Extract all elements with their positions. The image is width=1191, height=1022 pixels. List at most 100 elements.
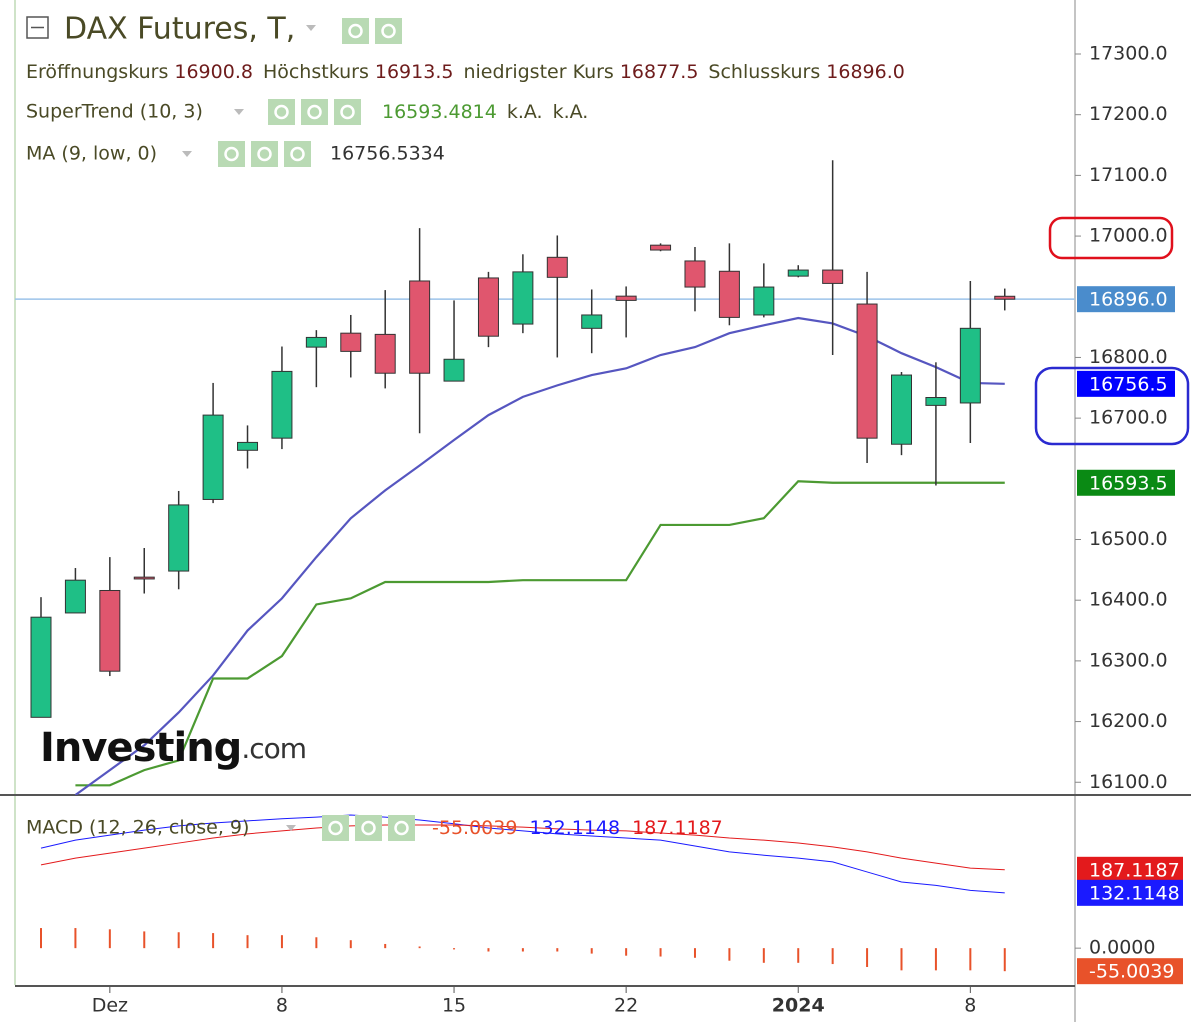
legend-value: -55.0039 [432,817,517,839]
candle-body [305,336,327,348]
histogram-bar [74,928,77,949]
candle-body [168,504,190,572]
candle-body [99,589,121,672]
candle-body [650,244,672,251]
indicator-line [74,316,1005,795]
x-tick-label: 22 [614,995,638,1017]
legend-icon[interactable] [342,18,369,44]
y-tick-label: 17000.0 [1089,225,1168,247]
y-tick-label: 16400.0 [1089,589,1168,611]
x-tick-label: 15 [442,995,466,1017]
legend-icon[interactable] [284,141,311,167]
watermark-main: Investing [40,725,241,771]
legend-icon-glyph [257,146,272,162]
histogram-bar [521,948,524,952]
legend-icon[interactable] [268,99,295,125]
candle-body [856,303,878,439]
candle-body [477,277,499,337]
candle-body [374,333,396,374]
candle-body [959,327,981,404]
histogram-bar [590,948,593,954]
legend-value: 16896.0 [826,61,905,83]
histogram-bar [797,948,800,963]
price-box-label: 16756.5 [1089,373,1168,395]
legend-value: 187.1187 [632,817,723,839]
legend-icon-glyph [348,23,363,39]
y-tick-label: 16700.0 [1089,407,1168,429]
histogram-bar [969,948,972,971]
dropdown-arrow[interactable] [234,109,244,115]
histogram-bar [659,948,662,957]
collapse-icon[interactable] [26,16,49,39]
y-tick-label: 17300.0 [1089,43,1168,65]
histogram-bar [693,948,696,958]
candle-body [409,280,431,374]
macd-line [40,814,1005,894]
histogram-bar [831,948,834,965]
histogram-bar [384,943,387,949]
histogram-bar [453,948,456,950]
ma-legend: MA (9, low, 0) [26,143,157,165]
legend-icon-glyph [307,104,322,120]
histogram-bar [625,948,628,956]
legend-icon[interactable] [334,99,361,125]
price-box [1077,286,1175,313]
legend-icon[interactable] [218,141,245,167]
y-tick-label: 16200.0 [1089,710,1168,732]
legend-value: 132.1148 [529,817,620,839]
supertrend-legend: SuperTrend (10, 3) [26,101,203,123]
legend-icon-glyph [328,820,343,836]
candle-body [30,616,52,718]
indicator-line [75,480,1005,787]
chart-title: DAX Futures, T, [64,12,295,47]
legend-label: Höchstkurs [263,61,369,83]
dropdown-arrow[interactable] [182,151,192,157]
legend-icon[interactable] [301,99,328,125]
candle-body [546,256,568,278]
value-box-label: 187.1187 [1089,859,1180,881]
y-tick-label: 0.0000 [1089,937,1155,959]
histogram-bar [900,948,903,971]
watermark: Investing.com [40,725,306,771]
candle-body [787,269,809,277]
y-tick-label: 17200.0 [1089,103,1168,125]
legend-icon-glyph [381,23,396,39]
legend-label: niedrigster Kurs [463,61,613,83]
dropdown-arrow[interactable] [306,25,316,31]
y-tick-label: 16500.0 [1089,528,1168,550]
legend-value: k.A. [507,101,543,123]
legend-icon[interactable] [355,815,382,841]
legend-icon-glyph [340,104,355,120]
legend-label: Eröffnungskurs [26,61,168,83]
legend-icon[interactable] [388,815,415,841]
value-box [1077,856,1183,883]
price-plot [15,160,1075,795]
candle-body [340,332,362,352]
histogram-bar [177,932,180,949]
candle-body [237,441,259,451]
candle-body [202,414,224,500]
x-tick-label: 2024 [772,995,825,1017]
histogram-bar [556,948,559,952]
histogram-bar [762,948,765,963]
legend-icon-glyph [274,104,289,120]
histogram-bar [212,933,215,949]
legend-value: 16900.8 [174,61,253,83]
legend-value: 16913.5 [375,61,454,83]
histogram-bar [246,935,249,949]
histogram-bar [108,929,111,949]
histogram-bar [418,946,421,949]
legend-icon[interactable] [322,815,349,841]
dropdown-arrow[interactable] [286,825,296,831]
legend-label: Schlusskurs [708,61,820,83]
histogram-bar [866,948,869,967]
legend-icon[interactable] [251,141,278,167]
y-tick-label: 16800.0 [1089,346,1168,368]
supertrend-values: 16593.4814 k.A. k.A. [382,101,588,123]
legend-icon-glyph [290,146,305,162]
legend-icon[interactable] [375,18,402,44]
highlight-red [1048,216,1174,260]
price-box [1077,370,1175,397]
